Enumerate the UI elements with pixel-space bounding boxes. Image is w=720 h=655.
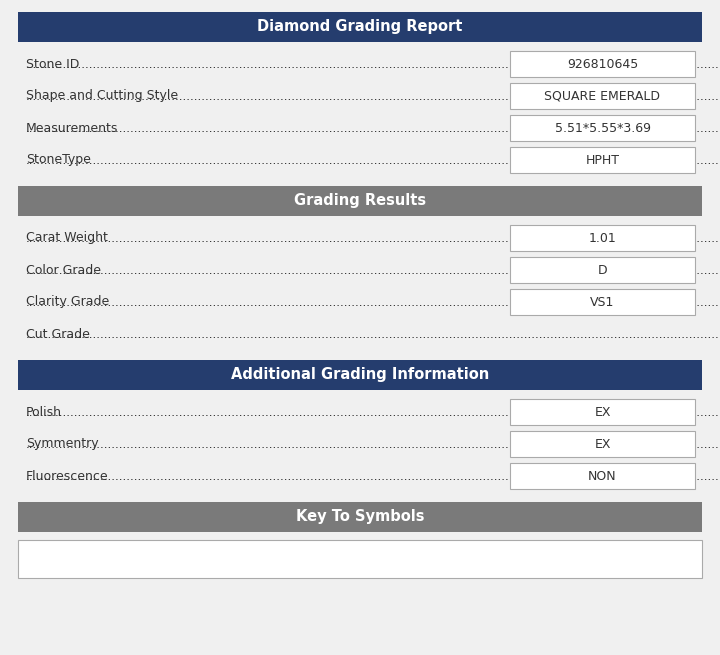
- Text: NON: NON: [588, 470, 617, 483]
- FancyBboxPatch shape: [510, 289, 695, 315]
- FancyBboxPatch shape: [510, 115, 695, 141]
- Text: ................................................................................: ........................................…: [26, 153, 720, 166]
- FancyBboxPatch shape: [18, 360, 702, 390]
- Text: Additional Grading Information: Additional Grading Information: [231, 367, 489, 383]
- Text: Stone ID: Stone ID: [26, 58, 79, 71]
- Text: Diamond Grading Report: Diamond Grading Report: [257, 20, 463, 35]
- FancyBboxPatch shape: [18, 502, 702, 532]
- Text: Measurements: Measurements: [26, 121, 118, 134]
- FancyBboxPatch shape: [510, 463, 695, 489]
- Text: EX: EX: [594, 438, 611, 451]
- Text: Carat Weight: Carat Weight: [26, 231, 108, 244]
- Text: VS1: VS1: [590, 295, 615, 309]
- Text: ................................................................................: ........................................…: [26, 121, 720, 134]
- Text: Fluorescence: Fluorescence: [26, 470, 109, 483]
- FancyBboxPatch shape: [18, 186, 702, 216]
- Text: ................................................................................: ........................................…: [26, 90, 720, 102]
- Text: ................................................................................: ........................................…: [26, 263, 720, 276]
- Text: ................................................................................: ........................................…: [26, 295, 720, 309]
- Text: Color Grade: Color Grade: [26, 263, 101, 276]
- Text: EX: EX: [594, 405, 611, 419]
- Text: 926810645: 926810645: [567, 58, 638, 71]
- Text: Symmentry: Symmentry: [26, 438, 99, 451]
- Text: Clarity Grade: Clarity Grade: [26, 295, 109, 309]
- FancyBboxPatch shape: [510, 147, 695, 173]
- Text: ................................................................................: ........................................…: [26, 328, 720, 341]
- Text: Cut Grade: Cut Grade: [26, 328, 90, 341]
- Text: SQUARE EMERALD: SQUARE EMERALD: [544, 90, 660, 102]
- FancyBboxPatch shape: [510, 83, 695, 109]
- Text: ................................................................................: ........................................…: [26, 470, 720, 483]
- FancyBboxPatch shape: [18, 540, 702, 578]
- Text: ................................................................................: ........................................…: [26, 438, 720, 451]
- FancyBboxPatch shape: [510, 399, 695, 425]
- Text: ................................................................................: ........................................…: [26, 58, 720, 71]
- Text: D: D: [598, 263, 607, 276]
- Text: Shape and Cutting Style: Shape and Cutting Style: [26, 90, 178, 102]
- Text: ................................................................................: ........................................…: [26, 405, 720, 419]
- Text: 1.01: 1.01: [589, 231, 616, 244]
- FancyBboxPatch shape: [510, 51, 695, 77]
- FancyBboxPatch shape: [510, 225, 695, 251]
- Text: Key To Symbols: Key To Symbols: [296, 510, 424, 525]
- Text: ................................................................................: ........................................…: [26, 231, 720, 244]
- FancyBboxPatch shape: [510, 431, 695, 457]
- Text: Polish: Polish: [26, 405, 62, 419]
- FancyBboxPatch shape: [510, 257, 695, 283]
- Text: Grading Results: Grading Results: [294, 193, 426, 208]
- Text: HPHT: HPHT: [585, 153, 619, 166]
- Text: StoneType: StoneType: [26, 153, 91, 166]
- Text: 5.51*5.55*3.69: 5.51*5.55*3.69: [554, 121, 650, 134]
- FancyBboxPatch shape: [18, 12, 702, 42]
